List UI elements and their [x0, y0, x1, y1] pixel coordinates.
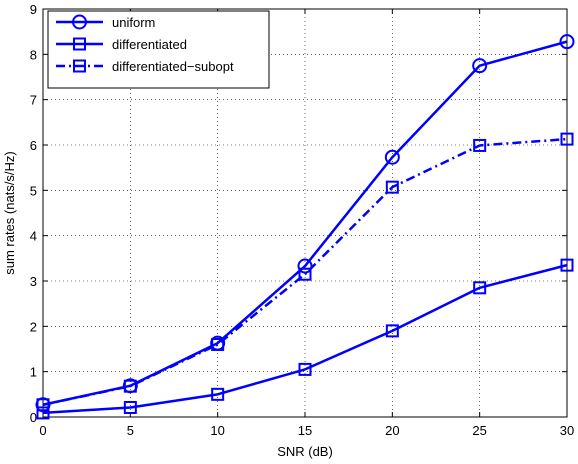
- y-tick-label: 8: [30, 47, 37, 62]
- data-point: [472, 58, 488, 74]
- legend-marker: [72, 14, 87, 30]
- y-tick-label: 7: [30, 93, 37, 108]
- legend-marker: [73, 59, 86, 73]
- series-3: [36, 132, 574, 412]
- x-tick-label: 30: [560, 423, 574, 438]
- data-point: [36, 398, 50, 412]
- y-tick-label: 3: [30, 274, 37, 289]
- tick-labels: 0 5 10 15 20 25 30 0 1 2 3 4 5 6 7 8 9: [30, 2, 574, 438]
- series-layer: [35, 34, 575, 420]
- data-point: [211, 387, 225, 401]
- y-tick-label: 5: [30, 183, 37, 198]
- series-2: [36, 258, 574, 420]
- data-point: [298, 267, 312, 281]
- y-tick-label: 1: [30, 365, 37, 380]
- y-tick-label: 6: [30, 138, 37, 153]
- data-point: [473, 281, 487, 295]
- data-point: [123, 400, 137, 414]
- legend-entry: uniform: [56, 14, 155, 30]
- x-tick-label: 15: [298, 423, 312, 438]
- y-tick-label: 2: [30, 319, 37, 334]
- x-tick-label: 5: [127, 423, 134, 438]
- y-tick-label: 0: [30, 410, 37, 425]
- data-point: [385, 324, 399, 338]
- y-axis-label: sum rates (nats/s/Hz): [2, 151, 17, 275]
- x-tick-label: 0: [39, 423, 46, 438]
- legend-marker: [73, 37, 86, 51]
- data-point: [211, 337, 225, 351]
- data-point: [560, 132, 574, 146]
- x-tick-label: 20: [385, 423, 399, 438]
- legend-entry: differentiated−subopt: [56, 59, 234, 74]
- data-point: [384, 149, 400, 165]
- legend-label: differentiated−subopt: [112, 59, 234, 74]
- legend-label: differentiated: [112, 37, 187, 52]
- y-tick-label: 9: [30, 2, 37, 17]
- legend-label: uniform: [112, 15, 155, 30]
- legend: uniform differentiated differentiated−subo…: [47, 10, 270, 89]
- series-line: [42, 263, 568, 415]
- data-point: [473, 138, 487, 152]
- series-line: [42, 137, 568, 406]
- data-point: [560, 258, 574, 272]
- x-tick-label: 10: [210, 423, 224, 438]
- x-axis-label: SNR (dB): [277, 444, 333, 459]
- data-point: [123, 379, 137, 393]
- data-point: [559, 34, 575, 50]
- data-point: [385, 180, 399, 194]
- data-point: [36, 406, 50, 420]
- legend-entry: differentiated: [56, 37, 187, 52]
- y-tick-label: 4: [30, 229, 37, 244]
- data-point: [298, 362, 312, 376]
- x-tick-label: 25: [472, 423, 486, 438]
